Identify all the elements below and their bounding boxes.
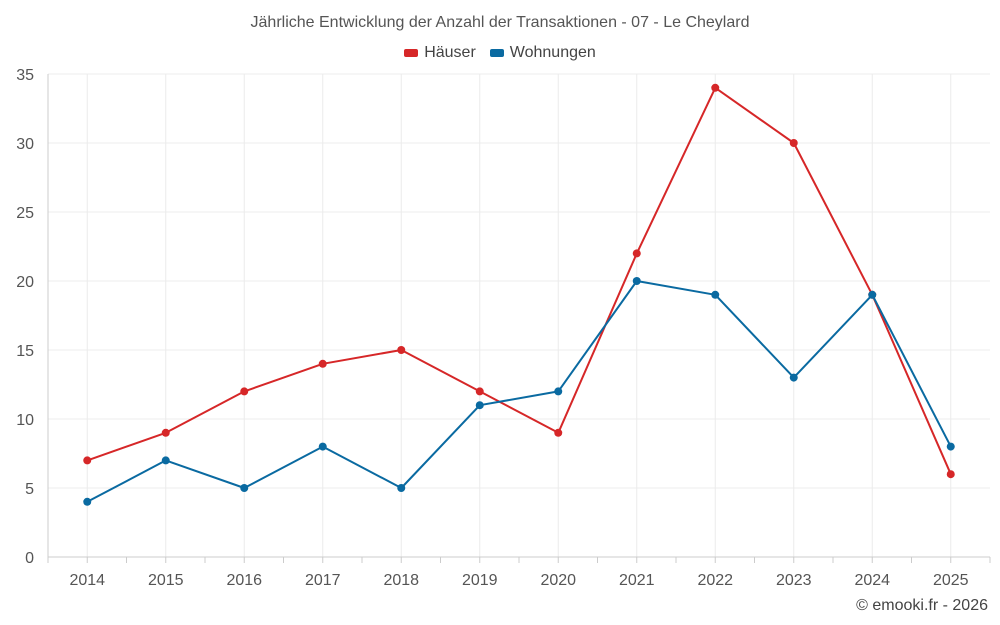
y-tick-label-5: 5 <box>25 481 34 498</box>
data-point-s1-2021 <box>632 277 641 285</box>
x-tick-label-2014: 2014 <box>69 572 105 589</box>
data-point-s1-2019 <box>475 401 484 410</box>
legend-label-haeuser: Häuser <box>424 44 476 61</box>
series-line-1 <box>86 280 952 503</box>
legend-item-haeuser[interactable]: Häuser <box>404 44 476 62</box>
chart-title: Jährliche Entwicklung der Anzahl der Tra… <box>250 14 750 31</box>
series-line-0 <box>86 86 952 475</box>
y-tick-label-20: 20 <box>16 274 34 291</box>
x-tick-label-2019: 2019 <box>462 572 498 589</box>
data-point-s0-2016 <box>240 387 249 396</box>
y-tick-label-15: 15 <box>16 343 34 360</box>
y-tick-label-35: 35 <box>16 67 34 84</box>
data-point-s1-2023 <box>789 373 798 382</box>
x-tick-label-2018: 2018 <box>383 572 419 589</box>
data-point-s1-2022 <box>711 290 720 299</box>
x-tick-label-2022: 2022 <box>697 572 733 589</box>
x-tick-label-2015: 2015 <box>148 572 184 589</box>
data-point-s0-2021 <box>632 249 641 258</box>
data-point-s1-2014 <box>83 497 92 506</box>
data-point-s0-2023 <box>789 139 798 147</box>
data-point-s0-2018 <box>397 346 406 354</box>
legend-swatch-wohnungen <box>489 49 504 57</box>
data-point-s1-2024 <box>868 290 877 299</box>
data-point-s0-2019 <box>475 387 484 396</box>
data-point-s1-2017 <box>318 442 327 451</box>
y-tick-label-0: 0 <box>25 550 34 567</box>
x-tick-label-2021: 2021 <box>619 572 655 589</box>
data-point-s0-2022 <box>711 83 720 92</box>
data-point-s1-2020 <box>554 387 563 396</box>
chart-legend: Häuser Wohnungen <box>0 44 1000 62</box>
data-point-s0-2020 <box>554 428 563 437</box>
y-tick-label-25: 25 <box>16 205 34 222</box>
legend-swatch-haeuser <box>404 49 419 57</box>
y-tick-label-10: 10 <box>16 412 34 429</box>
legend-label-wohnungen: Wohnungen <box>509 44 596 61</box>
credit-text: © emooki.fr - 2026 <box>856 597 988 614</box>
x-tick-label-2020: 2020 <box>540 572 576 589</box>
x-tick-label-2017: 2017 <box>305 572 341 589</box>
x-tick-label-2023: 2023 <box>776 572 812 589</box>
x-tick-label-2024: 2024 <box>854 572 890 589</box>
data-point-s1-2018 <box>397 484 406 492</box>
x-tick-label-2025: 2025 <box>933 572 969 589</box>
y-tick-label-30: 30 <box>16 136 34 153</box>
data-point-s0-2017 <box>318 359 327 368</box>
x-tick-label-2016: 2016 <box>226 572 262 589</box>
data-point-s0-2025 <box>946 470 955 479</box>
data-point-s1-2015 <box>161 456 170 465</box>
data-point-s1-2025 <box>946 442 955 451</box>
data-point-s0-2015 <box>161 428 170 437</box>
data-point-s0-2014 <box>83 456 92 465</box>
legend-item-wohnungen[interactable]: Wohnungen <box>489 44 596 62</box>
data-point-s1-2016 <box>240 484 249 492</box>
